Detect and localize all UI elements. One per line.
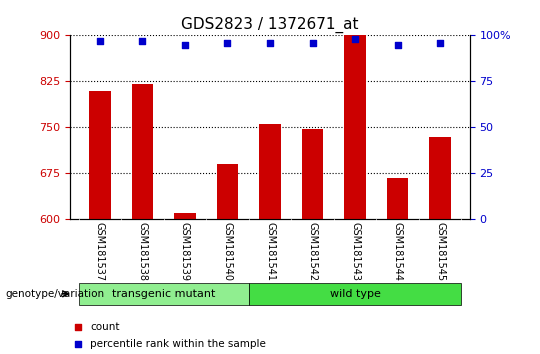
Bar: [302, 129, 323, 219]
Bar: [387, 178, 408, 219]
Bar: [259, 124, 281, 219]
Text: count: count: [91, 321, 120, 332]
Point: [181, 42, 190, 47]
Bar: [132, 85, 153, 219]
Text: wild type: wild type: [329, 289, 381, 299]
Point: [74, 324, 83, 329]
Point: [74, 341, 83, 347]
Text: GSM181540: GSM181540: [222, 222, 233, 281]
Point: [266, 40, 274, 46]
Text: GSM181537: GSM181537: [95, 222, 105, 281]
Text: GSM181539: GSM181539: [180, 222, 190, 281]
Point: [223, 40, 232, 46]
Bar: [345, 35, 366, 219]
Title: GDS2823 / 1372671_at: GDS2823 / 1372671_at: [181, 16, 359, 33]
Point: [350, 36, 359, 42]
Text: transgenic mutant: transgenic mutant: [112, 289, 215, 299]
Point: [436, 40, 444, 46]
Text: percentile rank within the sample: percentile rank within the sample: [91, 339, 266, 349]
Point: [393, 42, 402, 47]
Bar: [217, 164, 238, 219]
Point: [96, 38, 104, 44]
Bar: [89, 91, 111, 219]
Text: GSM181538: GSM181538: [138, 222, 147, 281]
FancyBboxPatch shape: [249, 282, 461, 305]
Text: GSM181545: GSM181545: [435, 222, 445, 281]
Point: [138, 38, 147, 44]
Text: GSM181543: GSM181543: [350, 222, 360, 281]
Bar: [429, 137, 451, 219]
FancyBboxPatch shape: [79, 282, 249, 305]
Text: genotype/variation: genotype/variation: [5, 289, 105, 299]
Text: GSM181541: GSM181541: [265, 222, 275, 281]
Bar: [174, 213, 195, 219]
Text: GSM181544: GSM181544: [393, 222, 402, 281]
Text: GSM181542: GSM181542: [307, 222, 318, 281]
Point: [308, 40, 317, 46]
